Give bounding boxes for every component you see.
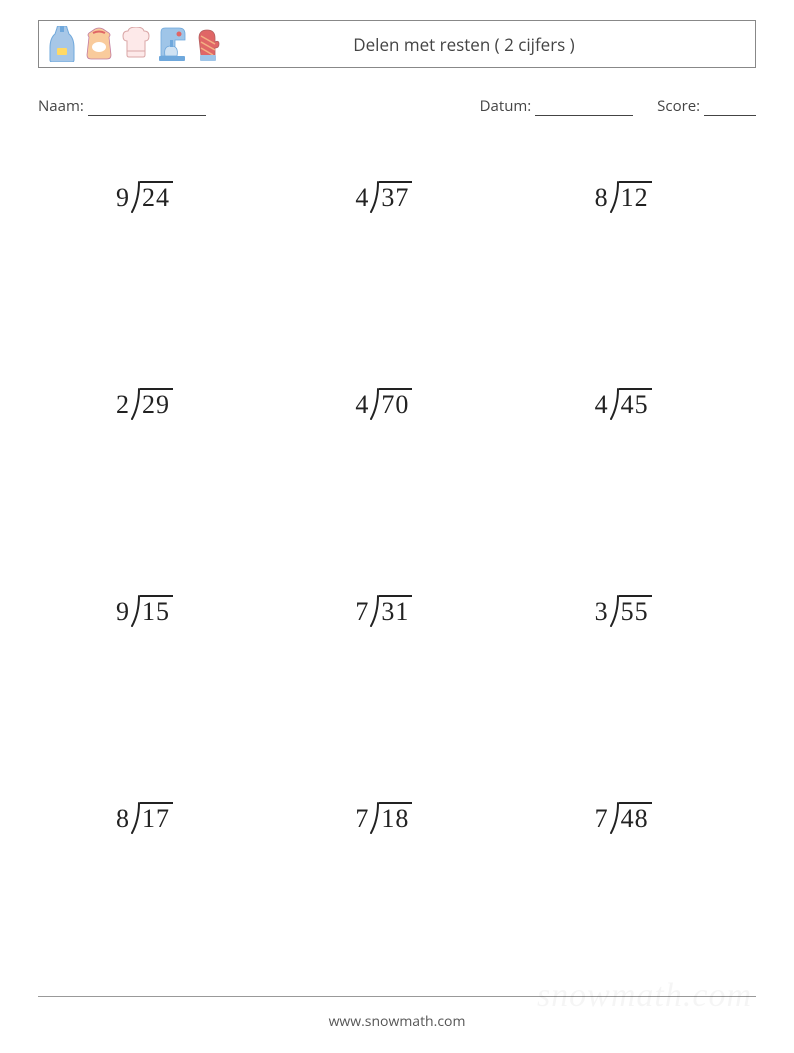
flour-bag-icon — [83, 27, 115, 61]
date-blank[interactable] — [535, 100, 633, 116]
divisor: 2 — [116, 388, 130, 420]
dividend: 70 — [379, 388, 412, 420]
division-problem: 8 12 — [517, 181, 756, 213]
dividend: 29 — [140, 388, 173, 420]
footer-url: www.snowmath.com — [0, 1012, 794, 1031]
divisor: 4 — [355, 388, 369, 420]
division-problem: 4 37 — [277, 181, 516, 213]
oven-mitt-icon — [193, 26, 221, 62]
division-bracket-icon — [609, 388, 619, 420]
division-problem: 4 70 — [277, 388, 516, 420]
division-problem: 2 29 — [38, 388, 277, 420]
division-bracket-icon — [369, 181, 379, 213]
division-bracket-icon — [369, 388, 379, 420]
divisor: 8 — [116, 802, 130, 834]
division-bracket-icon — [609, 802, 619, 834]
dividend: 37 — [379, 181, 412, 213]
division-problem: 7 18 — [277, 802, 516, 834]
division-bracket-icon — [130, 388, 140, 420]
divisor: 7 — [355, 802, 369, 834]
division-bracket-icon — [609, 181, 619, 213]
dividend: 18 — [379, 802, 412, 834]
divisor: 9 — [116, 181, 130, 213]
apron-icon — [47, 26, 77, 62]
division-bracket-icon — [369, 802, 379, 834]
dividend: 48 — [619, 802, 652, 834]
divisor: 3 — [595, 595, 609, 627]
division-bracket-icon — [130, 181, 140, 213]
division-problem: 3 55 — [517, 595, 756, 627]
divisor: 9 — [116, 595, 130, 627]
worksheet-header: Delen met resten ( 2 cijfers ) — [38, 20, 756, 68]
name-blank[interactable] — [88, 100, 206, 116]
dividend: 31 — [379, 595, 412, 627]
division-bracket-icon — [369, 595, 379, 627]
footer-divider — [38, 996, 756, 997]
dividend: 15 — [140, 595, 173, 627]
problems-grid: 9 24 4 37 8 12 2 29 4 70 4 45 9 15 7 31 3 55 8 17 7 18 7 48 — [38, 181, 756, 834]
name-label: Naam: — [38, 96, 84, 116]
date-label: Datum: — [480, 96, 532, 116]
worksheet-title: Delen met resten ( 2 cijfers ) — [221, 33, 747, 56]
score-label: Score: — [657, 96, 700, 116]
dividend: 17 — [140, 802, 173, 834]
divisor: 7 — [355, 595, 369, 627]
division-bracket-icon — [130, 595, 140, 627]
divisor: 4 — [595, 388, 609, 420]
division-bracket-icon — [609, 595, 619, 627]
dividend: 24 — [140, 181, 173, 213]
score-blank[interactable] — [704, 100, 756, 116]
division-bracket-icon — [130, 802, 140, 834]
dividend: 55 — [619, 595, 652, 627]
chef-hat-icon — [121, 27, 151, 61]
header-icons — [47, 26, 221, 62]
divisor: 7 — [595, 802, 609, 834]
divisor: 4 — [355, 181, 369, 213]
divisor: 8 — [595, 181, 609, 213]
division-problem: 7 31 — [277, 595, 516, 627]
mixer-icon — [157, 26, 187, 62]
division-problem: 4 45 — [517, 388, 756, 420]
division-problem: 8 17 — [38, 802, 277, 834]
meta-row: Naam: Datum: Score: — [38, 96, 756, 116]
dividend: 45 — [619, 388, 652, 420]
dividend: 12 — [619, 181, 652, 213]
division-problem: 9 15 — [38, 595, 277, 627]
division-problem: 7 48 — [517, 802, 756, 834]
division-problem: 9 24 — [38, 181, 277, 213]
